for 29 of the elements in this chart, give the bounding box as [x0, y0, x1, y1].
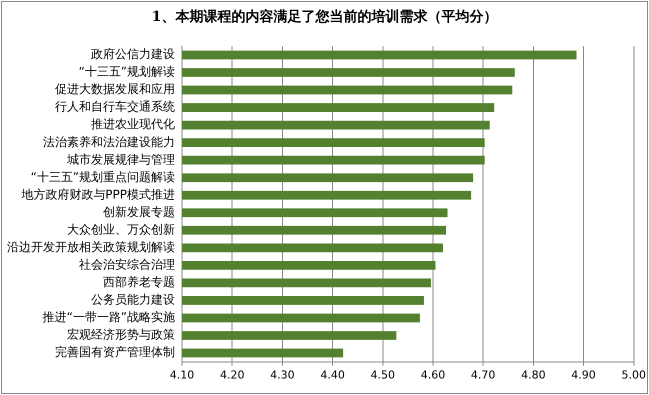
- x-tick-label: 4.10: [170, 368, 194, 382]
- chart-title: 1、本期课程的内容满足了您当前的培训需求（平均分）: [150, 8, 498, 26]
- x-tick-label: 4.80: [521, 368, 546, 382]
- x-tick-label: 4.50: [370, 368, 396, 382]
- y-tick-label: 促进大数据发展和应用: [55, 82, 175, 96]
- y-tick-label: “十三五”规划解读: [78, 64, 175, 79]
- x-tick-label: 4.30: [270, 368, 295, 382]
- y-tick-label: 地方政府财政与PPP模式推进: [20, 187, 175, 202]
- y-tick-label: 推进农业现代化: [91, 117, 175, 132]
- y-tick-label: 沿边开发开放相关政策规划解读: [7, 240, 175, 254]
- x-tick-label: 4.20: [220, 368, 244, 382]
- x-tick-label: 4.40: [320, 368, 345, 382]
- y-tick-label: 西部养老专题: [103, 275, 175, 290]
- y-tick-label: 宏观经济形势与政策: [67, 328, 175, 342]
- y-tick-label: “十三五”规划重点问题解读: [30, 170, 175, 184]
- x-tick-label: 4.70: [470, 368, 496, 382]
- y-tick-label: 社会治安综合治理: [79, 257, 175, 272]
- y-tick-label: 创新发展专题: [103, 204, 175, 219]
- y-tick-label: 行人和自行车交通系统: [55, 100, 175, 114]
- x-tick-label: 4.90: [571, 368, 596, 382]
- y-tick-label: 完善国有资产管理体制: [55, 345, 175, 360]
- y-tick-label: 推进“一带一路”战略实施: [42, 310, 175, 324]
- y-tick-label: 法治素养和法治建设能力: [43, 134, 175, 149]
- y-tick-label: 公务员能力建设: [91, 292, 175, 307]
- x-tick-label: 4.60: [420, 368, 446, 382]
- x-tick-label: 5.00: [622, 368, 646, 382]
- y-tick-label: 城市发展规律与管理: [66, 152, 175, 166]
- y-tick-label: 大众创业、万众创新: [67, 222, 175, 236]
- y-tick-label: 政府公信力建设: [91, 47, 175, 62]
